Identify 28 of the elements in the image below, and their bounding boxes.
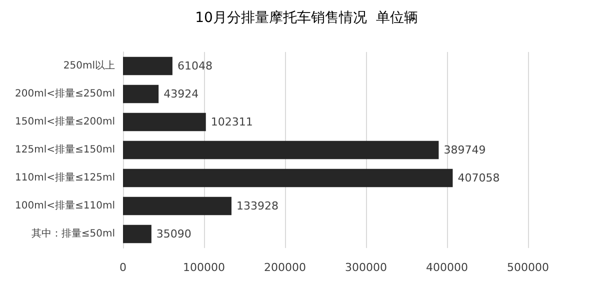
x-tick-label: 500000 xyxy=(507,261,549,274)
x-tick-label: 300000 xyxy=(345,261,387,274)
y-tick-label: 250ml以上 xyxy=(63,60,115,72)
data-label: 43924 xyxy=(164,88,199,100)
data-label: 102311 xyxy=(210,116,253,128)
y-tick-label: 100ml<排量≤110ml xyxy=(15,200,115,212)
y-tick-label: 其中：排量≤50ml xyxy=(31,228,115,240)
x-tick-label: 100000 xyxy=(183,261,225,274)
bar xyxy=(123,112,206,132)
bar xyxy=(123,224,152,244)
y-tick-label: 200ml<排量≤250ml xyxy=(15,88,115,100)
bar xyxy=(123,84,159,104)
y-tick-label: 110ml<排量≤125ml xyxy=(15,172,115,184)
data-label: 407058 xyxy=(458,172,500,184)
chart-title: 10月分排量摩托车销售情况 单位辆 xyxy=(195,10,418,26)
data-label: 133928 xyxy=(236,200,278,212)
data-label: 389749 xyxy=(444,144,486,156)
data-label: 35090 xyxy=(156,228,192,240)
y-tick-label: 125ml<排量≤150ml xyxy=(15,144,115,156)
x-tick-label: 0 xyxy=(120,261,126,274)
bar xyxy=(123,140,439,160)
bar xyxy=(123,168,453,188)
data-label: 61048 xyxy=(177,60,212,72)
y-tick-label: 150ml<排量≤200ml xyxy=(15,116,115,128)
x-tick-label: 400000 xyxy=(426,261,468,274)
x-tick-label: 200000 xyxy=(264,261,306,274)
bar xyxy=(123,196,232,216)
bar xyxy=(123,56,172,76)
